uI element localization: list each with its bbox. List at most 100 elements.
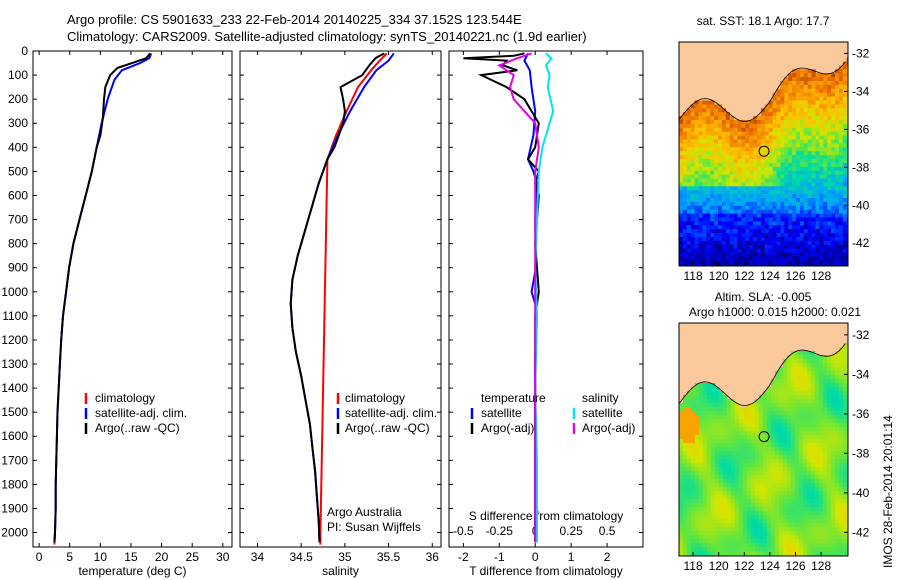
map-cell	[707, 383, 712, 388]
map-cell	[718, 248, 723, 253]
map-cell	[846, 135, 848, 140]
map-cell	[725, 182, 730, 187]
map-cell	[838, 81, 844, 86]
map-cell	[771, 475, 776, 480]
map-cell	[699, 407, 704, 412]
map-cell	[796, 229, 801, 234]
map-cell	[775, 483, 780, 488]
map-cell	[843, 511, 848, 516]
map-cell	[803, 190, 808, 195]
map-cell	[698, 198, 703, 203]
map-cell	[799, 495, 804, 500]
y-tick-label: -32	[852, 46, 870, 60]
map-cell	[679, 487, 684, 492]
map-cell	[775, 387, 780, 392]
map-cell	[799, 182, 805, 187]
map-cell	[835, 523, 840, 528]
map-cell	[691, 539, 696, 544]
map-cell	[755, 427, 760, 432]
map-cell	[795, 507, 800, 512]
map-cell	[694, 100, 699, 105]
map-cell	[733, 237, 738, 242]
map-cell	[690, 139, 695, 144]
map-cell	[727, 487, 732, 492]
map-cell	[767, 551, 772, 556]
map-cell	[803, 178, 808, 183]
map-cell	[779, 439, 784, 444]
map-cell	[714, 260, 719, 265]
map-cell	[703, 399, 708, 404]
map-cell	[682, 244, 688, 249]
map-cell	[843, 503, 848, 508]
map-cell	[796, 194, 801, 199]
map-cell	[823, 411, 828, 416]
map-cell	[695, 395, 700, 400]
map-cell	[718, 205, 723, 210]
map-cell	[775, 551, 780, 556]
map-cell	[839, 503, 844, 508]
map-cell	[838, 69, 844, 74]
map-cell	[819, 209, 824, 214]
map-cell	[784, 108, 789, 113]
map-cell	[815, 123, 820, 129]
map-cell	[767, 439, 772, 444]
map-cell	[807, 471, 812, 476]
map-cell	[699, 395, 704, 400]
map-cell	[691, 447, 696, 452]
map-cell	[731, 535, 736, 540]
map-cell	[835, 515, 840, 520]
map-cell	[811, 264, 816, 266]
x-tick-label: 124	[760, 559, 780, 573]
map-cell	[714, 201, 719, 207]
map-cell	[811, 371, 816, 376]
map-cell	[807, 407, 812, 412]
map-cell	[698, 217, 703, 222]
map-cell	[823, 264, 828, 266]
map-cell	[751, 435, 756, 440]
map-cell	[783, 459, 788, 464]
map-cell	[839, 507, 844, 512]
map-cell	[768, 233, 773, 238]
map-cell	[703, 403, 708, 408]
map-cell	[839, 423, 844, 428]
map-cell	[694, 127, 699, 132]
map-cell	[710, 201, 715, 207]
map-cell	[679, 120, 684, 125]
map-cell	[703, 483, 708, 488]
map-cell	[795, 475, 800, 480]
map-cell	[788, 209, 793, 214]
map-cell	[751, 459, 756, 464]
map-cell	[682, 194, 688, 199]
map-cell	[719, 411, 724, 416]
map-cell	[784, 147, 789, 152]
map-cell	[695, 383, 700, 388]
map-cell	[725, 240, 730, 246]
map-cell	[819, 131, 824, 136]
map-cell	[835, 92, 840, 97]
map-cell	[799, 170, 805, 175]
map-cell	[764, 205, 769, 210]
map-cell	[807, 123, 812, 129]
map-cell	[823, 367, 828, 372]
map-cell	[767, 407, 772, 412]
y-tick-label: -40	[852, 198, 870, 212]
map-cell	[764, 229, 769, 234]
map-cell	[791, 463, 796, 468]
map-cell	[846, 166, 848, 171]
map-cell	[755, 527, 760, 532]
map-cell	[803, 104, 808, 109]
map-cell	[791, 495, 796, 500]
map-cell	[807, 375, 812, 380]
map-cell	[694, 233, 699, 238]
map-cell	[729, 143, 734, 148]
map-cell	[687, 423, 692, 428]
map-cell	[843, 483, 848, 488]
map-cell	[791, 415, 796, 420]
map-cell	[799, 205, 805, 210]
map-cell	[792, 229, 797, 234]
map-cell	[776, 213, 781, 218]
map-cell	[687, 427, 692, 432]
map-cell	[767, 547, 772, 552]
map-cell	[842, 127, 847, 132]
map-cell	[718, 237, 723, 242]
